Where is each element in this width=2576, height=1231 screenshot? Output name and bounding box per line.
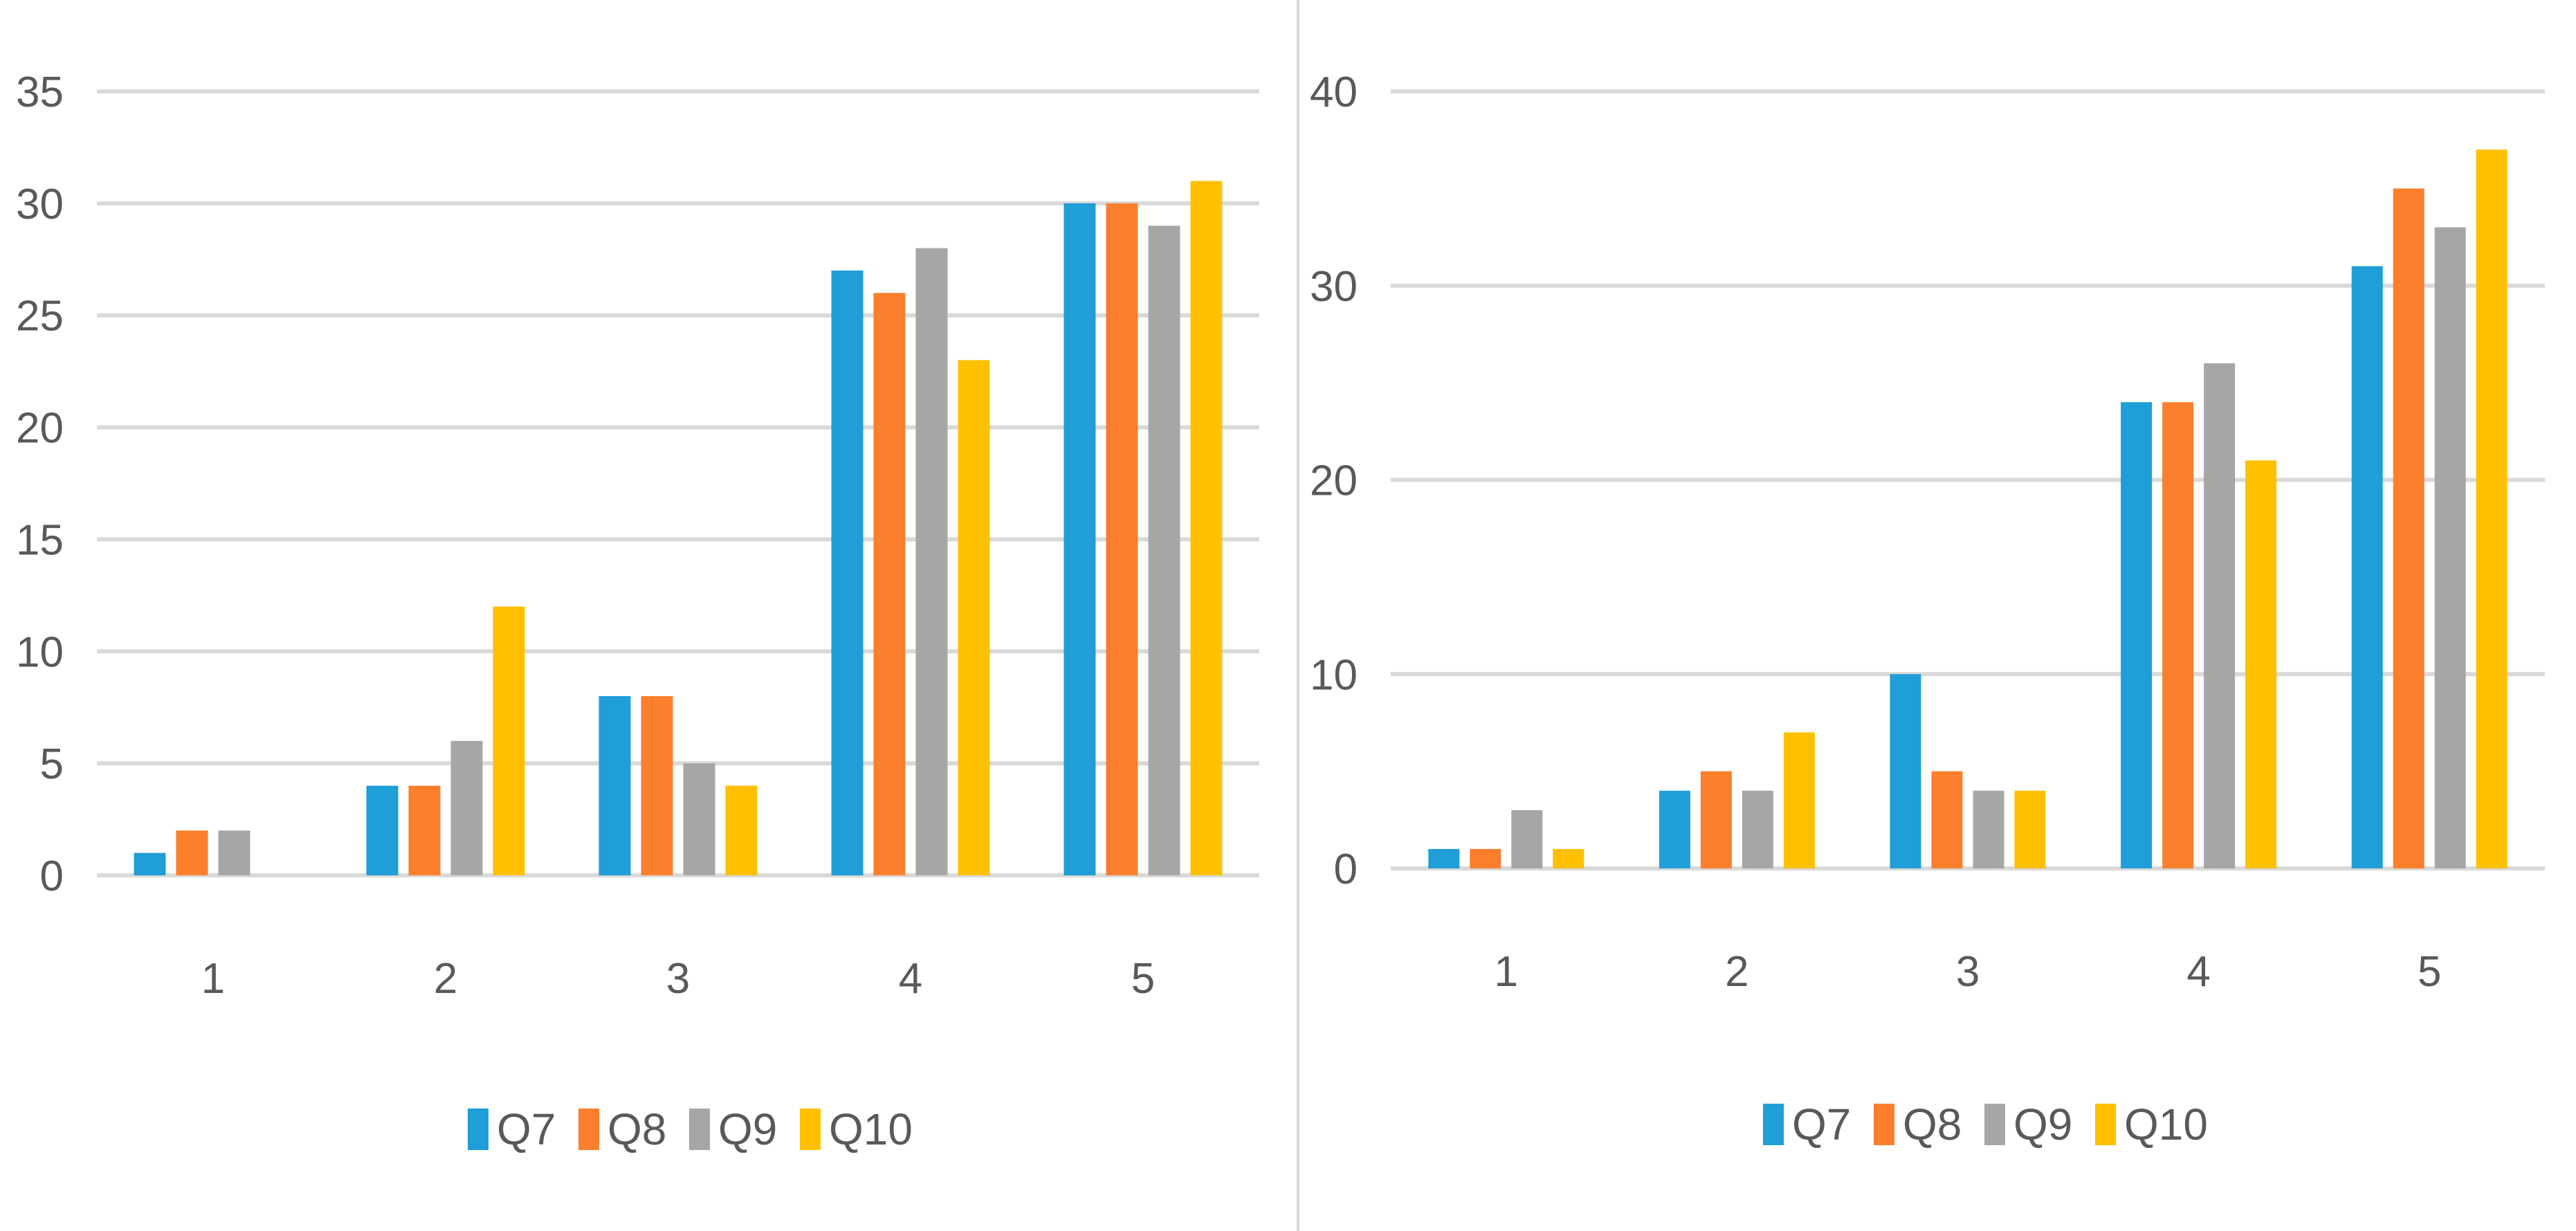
left-bar-q9-cat-1 bbox=[218, 830, 250, 875]
right-x-tick-label: 2 bbox=[1725, 948, 1748, 996]
left-legend-swatch-q7 bbox=[468, 1109, 488, 1150]
left-bar-q8-cat-1 bbox=[176, 830, 208, 875]
left-bar-q9-cat-4 bbox=[915, 248, 948, 876]
left-x-tick-label: 2 bbox=[434, 955, 457, 1003]
right-bar-q8-cat-4 bbox=[2162, 402, 2194, 868]
left-bar-q7-cat-3 bbox=[599, 696, 631, 875]
right-bar-q9-cat-3 bbox=[1973, 790, 2004, 868]
right-x-tick-label: 3 bbox=[1956, 948, 1980, 996]
right-bar-q8-cat-1 bbox=[1470, 848, 1501, 868]
left-bar-q8-cat-4 bbox=[873, 293, 906, 875]
right-bar-q10-cat-5 bbox=[2476, 149, 2508, 869]
right-bar-q7-cat-3 bbox=[1890, 674, 1921, 868]
chart-right: 0 10 20 30 40 1 2 3 4 5 Q7 Q8 Q9 Q10 bbox=[1299, 0, 2576, 1231]
chart-right-svg: 0 10 20 30 40 1 2 3 4 5 Q7 Q8 Q9 Q10 bbox=[1310, 69, 2545, 1149]
left-bar-q9-cat-3 bbox=[683, 763, 715, 875]
right-y-tick-label: 10 bbox=[1310, 651, 1358, 699]
left-bar-q7-cat-1 bbox=[134, 852, 166, 875]
left-bar-q8-cat-5 bbox=[1106, 203, 1138, 875]
right-bar-q8-cat-5 bbox=[2393, 188, 2424, 868]
left-legend-label-q8: Q8 bbox=[608, 1104, 666, 1154]
left-bar-q8-cat-3 bbox=[641, 696, 673, 875]
left-y-tick-label: 20 bbox=[16, 405, 64, 453]
right-bar-q9-cat-1 bbox=[1511, 810, 1543, 868]
left-x-tick-label: 3 bbox=[666, 955, 690, 1003]
left-legend-label-q7: Q7 bbox=[497, 1104, 556, 1154]
right-bar-q10-cat-3 bbox=[2014, 790, 2046, 868]
right-x-tick-label: 5 bbox=[2418, 948, 2441, 996]
left-y-tick-label: 35 bbox=[16, 69, 64, 116]
panel-divider bbox=[1297, 0, 1299, 1231]
left-x-tick-label: 1 bbox=[201, 955, 225, 1003]
right-bar-q7-cat-5 bbox=[2351, 266, 2383, 868]
left-y-tick-label: 0 bbox=[40, 852, 64, 900]
right-legend-label-q10: Q10 bbox=[2124, 1100, 2208, 1149]
left-legend-label-q10: Q10 bbox=[829, 1104, 913, 1154]
right-bar-q7-cat-4 bbox=[2121, 402, 2153, 868]
right-legend-label-q9: Q9 bbox=[2013, 1100, 2072, 1149]
left-bar-q7-cat-2 bbox=[366, 785, 399, 875]
left-y-tick-label: 10 bbox=[16, 628, 64, 676]
left-x-tick-label: 5 bbox=[1131, 955, 1155, 1003]
left-legend-swatch-q10 bbox=[800, 1109, 821, 1150]
right-legend-swatch-q10 bbox=[2095, 1104, 2116, 1145]
left-bar-q9-cat-5 bbox=[1148, 226, 1180, 875]
right-legend-swatch-q8 bbox=[1874, 1104, 1894, 1145]
left-y-tick-label: 15 bbox=[16, 516, 64, 564]
left-bar-q10-cat-5 bbox=[1190, 181, 1223, 875]
left-x-tick-label: 4 bbox=[899, 955, 922, 1003]
left-bar-q7-cat-4 bbox=[831, 270, 864, 875]
left-legend-label-q9: Q9 bbox=[718, 1104, 777, 1154]
chart-left-svg: 0 5 10 15 20 25 30 35 1 2 3 4 5 Q7 Q8 Q9 Q10 bbox=[16, 69, 1259, 1154]
right-legend-label-q7: Q7 bbox=[1792, 1100, 1851, 1149]
right-bar-q7-cat-2 bbox=[1659, 790, 1690, 868]
left-bar-q8-cat-2 bbox=[408, 785, 441, 875]
right-bar-q8-cat-3 bbox=[1931, 771, 1963, 868]
right-bar-q10-cat-4 bbox=[2245, 460, 2277, 868]
right-legend-label-q8: Q8 bbox=[1903, 1100, 1962, 1149]
right-bar-q9-cat-2 bbox=[1742, 790, 1773, 868]
left-y-tick-label: 25 bbox=[16, 293, 64, 340]
right-x-tick-label: 4 bbox=[2186, 948, 2210, 996]
right-bar-q10-cat-1 bbox=[1553, 848, 1584, 868]
right-bar-q9-cat-4 bbox=[2204, 363, 2236, 868]
left-legend-swatch-q9 bbox=[689, 1109, 710, 1150]
left-bar-q10-cat-3 bbox=[725, 785, 758, 875]
chart-left: 0 5 10 15 20 25 30 35 1 2 3 4 5 Q7 Q8 Q9 Q10 bbox=[16, 69, 1259, 1154]
left-bar-q9-cat-2 bbox=[450, 740, 483, 875]
left-y-tick-label: 5 bbox=[40, 740, 64, 788]
right-bar-q10-cat-2 bbox=[1783, 732, 1815, 868]
right-legend-swatch-q9 bbox=[1984, 1104, 2005, 1145]
right-x-tick-label: 1 bbox=[1495, 948, 1518, 996]
right-legend-swatch-q7 bbox=[1763, 1104, 1784, 1145]
right-y-tick-label: 40 bbox=[1310, 69, 1358, 116]
left-bar-q10-cat-4 bbox=[958, 360, 990, 875]
right-y-tick-label: 0 bbox=[1334, 846, 1358, 893]
right-bar-q9-cat-5 bbox=[2434, 227, 2466, 868]
right-bar-q7-cat-1 bbox=[1428, 848, 1460, 868]
left-bar-q10-cat-2 bbox=[493, 606, 525, 875]
right-y-tick-label: 20 bbox=[1310, 457, 1358, 505]
right-y-tick-label: 30 bbox=[1310, 263, 1358, 311]
left-bar-q7-cat-5 bbox=[1063, 203, 1096, 875]
left-legend-swatch-q8 bbox=[578, 1109, 599, 1150]
right-bar-q8-cat-2 bbox=[1700, 771, 1732, 868]
left-y-tick-label: 30 bbox=[16, 181, 64, 228]
